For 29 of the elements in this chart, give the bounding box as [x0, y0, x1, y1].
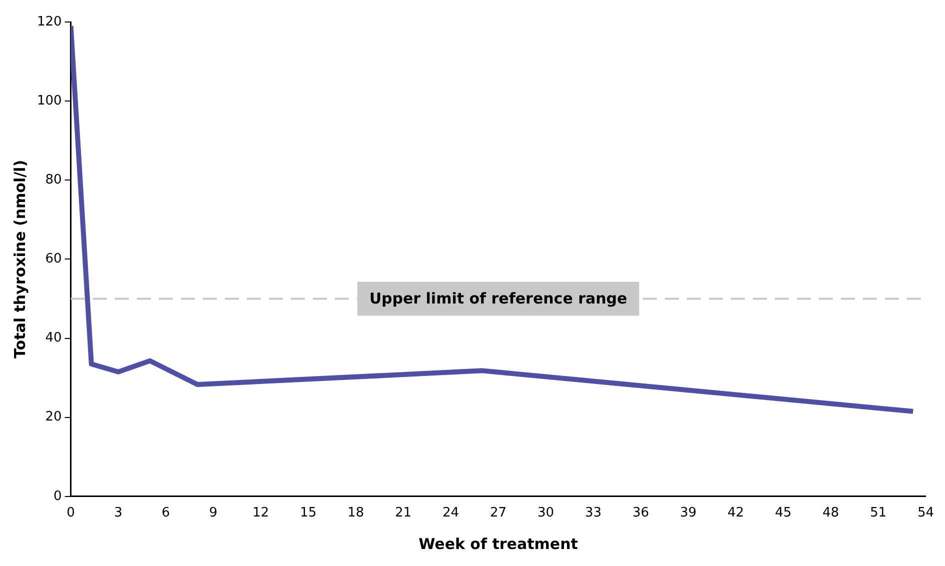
x-tick-label: 3	[114, 506, 122, 521]
x-tick-label: 36	[632, 506, 650, 521]
x-tick-label: 18	[348, 506, 364, 521]
x-tick-label: 39	[680, 506, 697, 521]
y-tick-label: 120	[36, 14, 62, 30]
x-tick-label: 45	[774, 506, 792, 521]
x-tick-label: 9	[209, 506, 218, 521]
y-tick-label: 40	[45, 330, 62, 346]
y-tick-label: 60	[45, 252, 62, 267]
x-tick-label: 27	[490, 506, 507, 521]
x-tick-label: 0	[66, 506, 75, 521]
x-tick-label: 12	[252, 506, 270, 521]
x-tick-label: 54	[917, 506, 934, 521]
y-tick-label: 20	[45, 410, 62, 425]
x-tick-label: 51	[870, 506, 887, 521]
ref-line-label: Upper limit of reference range	[369, 290, 628, 308]
x-axis-title: Week of treatment	[418, 534, 578, 553]
y-axis-title: Total thyroxine (nmol/l)	[10, 160, 29, 358]
y-tick-label: 0	[54, 488, 62, 504]
y-tick-label: 100	[36, 93, 62, 108]
x-tick-label: 21	[395, 506, 412, 521]
x-tick-label: 6	[162, 506, 170, 521]
x-tick-label: 24	[442, 506, 460, 521]
x-tick-label: 33	[584, 506, 602, 521]
x-tick-label: 15	[300, 506, 317, 521]
x-tick-label: 30	[537, 506, 554, 521]
x-tick-label: 48	[822, 506, 840, 521]
y-tick-label: 80	[45, 172, 62, 188]
x-tick-label: 42	[727, 506, 744, 521]
